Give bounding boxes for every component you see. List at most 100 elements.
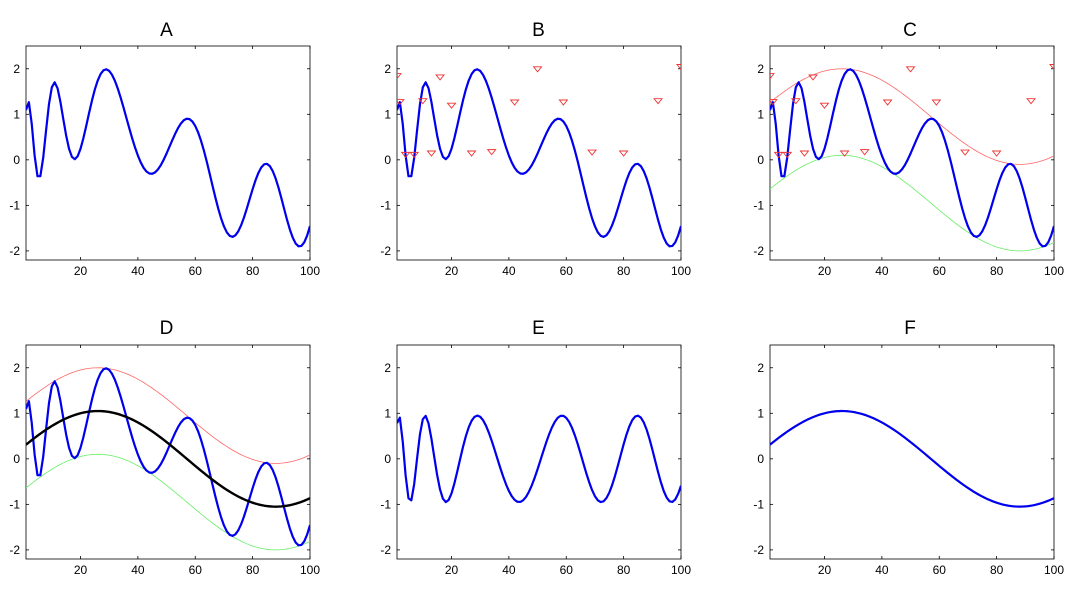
y-tick-label: 0: [384, 153, 391, 167]
x-tick-label: 40: [502, 563, 516, 577]
extremum-marker: [882, 99, 893, 106]
x-tick-label: 60: [189, 563, 203, 577]
y-tick-label: 2: [757, 62, 764, 76]
axes-frame: [25, 344, 311, 560]
panel-title: E: [532, 318, 545, 339]
extremum-marker: [397, 73, 402, 80]
y-tick-label: 1: [13, 406, 20, 420]
y-tick-label: 1: [757, 107, 764, 121]
x-tick-label: 20: [74, 563, 88, 577]
y-tick-label: -2: [753, 543, 764, 557]
extremum-marker: [509, 99, 520, 106]
axes-frame: [769, 344, 1055, 560]
x-tick-label: 100: [1044, 264, 1064, 278]
x-tick-label: 80: [246, 264, 260, 278]
extremum-marker: [446, 102, 457, 109]
extremum-marker: [532, 66, 543, 73]
signal-line: [770, 68, 1054, 248]
y-tick-label: 2: [384, 62, 391, 76]
extremum-marker: [587, 149, 598, 156]
x-tick-label: 80: [990, 563, 1004, 577]
y-tick-label: -1: [753, 497, 764, 511]
y-tick-label: -2: [9, 543, 20, 557]
extremum-marker: [417, 98, 428, 105]
y-tick-label: -2: [753, 244, 764, 258]
y-tick-label: 2: [13, 361, 20, 375]
y-tick-label: -1: [753, 198, 764, 212]
extremum-marker: [653, 98, 663, 105]
trend-line: [26, 409, 310, 508]
signal-line: [26, 367, 310, 547]
extremum-marker: [960, 149, 971, 156]
y-tick-label: 0: [757, 153, 764, 167]
upper-envelope-line: [26, 367, 310, 464]
panel-f: F 20 40 60 80 100 -2 -1 0 1 2: [753, 318, 1064, 577]
panel-title: C: [903, 20, 917, 41]
extremum-marker: [905, 66, 916, 73]
extremum-marker: [1026, 98, 1036, 105]
panel-a: A 20 40 60 80 100 -2 -1 0 1 2: [9, 20, 320, 278]
axes-frame: [769, 45, 1055, 261]
axes-frame: [396, 344, 682, 560]
x-tick-label: 40: [502, 264, 516, 278]
x-tick-label: 20: [445, 264, 459, 278]
panel-title: B: [532, 20, 545, 41]
extremum-marker: [839, 150, 850, 157]
signal-line: [397, 414, 681, 504]
y-tick-label: 1: [384, 406, 391, 420]
y-tick-label: 1: [757, 406, 764, 420]
extremum-marker: [400, 151, 411, 159]
x-tick-label: 20: [818, 264, 832, 278]
x-tick-label: 20: [74, 264, 88, 278]
y-tick-label: 0: [13, 452, 20, 466]
y-tick-label: 2: [13, 62, 20, 76]
extremum-marker: [790, 98, 801, 105]
x-tick-label: 100: [300, 264, 320, 278]
x-tick-label: 100: [300, 563, 320, 577]
extremum-marker: [486, 149, 497, 156]
x-tick-label: 80: [990, 264, 1004, 278]
y-tick-label: 1: [384, 107, 391, 121]
y-tick-label: 2: [384, 361, 391, 375]
signal-line: [770, 409, 1054, 508]
y-tick-label: 2: [757, 361, 764, 375]
axes-frame: [25, 45, 311, 261]
extremum-marker: [808, 74, 818, 81]
x-tick-label: 40: [131, 563, 145, 577]
y-tick-label: -2: [9, 244, 20, 258]
extremum-marker: [676, 64, 681, 71]
panel-title: D: [160, 318, 174, 339]
x-tick-label: 20: [445, 563, 459, 577]
panel-c: C 20 40 60 80 100 -2 -1 0 1 2: [753, 20, 1064, 278]
y-tick-label: -2: [380, 543, 391, 557]
extremum-marker: [409, 151, 420, 159]
panel-title: A: [160, 20, 173, 41]
y-tick-label: -1: [380, 497, 391, 511]
x-tick-label: 60: [933, 264, 947, 278]
x-tick-label: 60: [189, 264, 203, 278]
upper-envelope-line: [770, 68, 1054, 165]
panel-d: D 20 40 60 80 100 -2 -1 0 1 2: [9, 318, 320, 577]
x-tick-label: 80: [246, 563, 260, 577]
y-tick-label: -1: [9, 497, 20, 511]
extremum-marker: [397, 99, 405, 106]
y-tick-label: 1: [13, 107, 20, 121]
x-tick-label: 60: [560, 264, 574, 278]
y-tick-label: 0: [384, 452, 391, 466]
extremum-marker: [991, 150, 1002, 157]
x-tick-label: 60: [560, 563, 574, 577]
y-tick-label: 0: [757, 452, 764, 466]
extremum-marker: [819, 102, 830, 109]
x-tick-label: 40: [875, 264, 889, 278]
extremum-marker: [931, 99, 942, 106]
panel-b: B 20 40 60 80 100 -2 -1 0 1 2: [380, 20, 691, 278]
panel-title: F: [904, 318, 916, 339]
extremum-marker: [558, 99, 569, 106]
x-tick-label: 20: [818, 563, 832, 577]
x-tick-label: 100: [671, 563, 691, 577]
extremum-marker: [435, 74, 445, 81]
x-tick-label: 100: [1044, 563, 1064, 577]
signal-line: [26, 68, 310, 248]
signal-line: [397, 68, 681, 248]
